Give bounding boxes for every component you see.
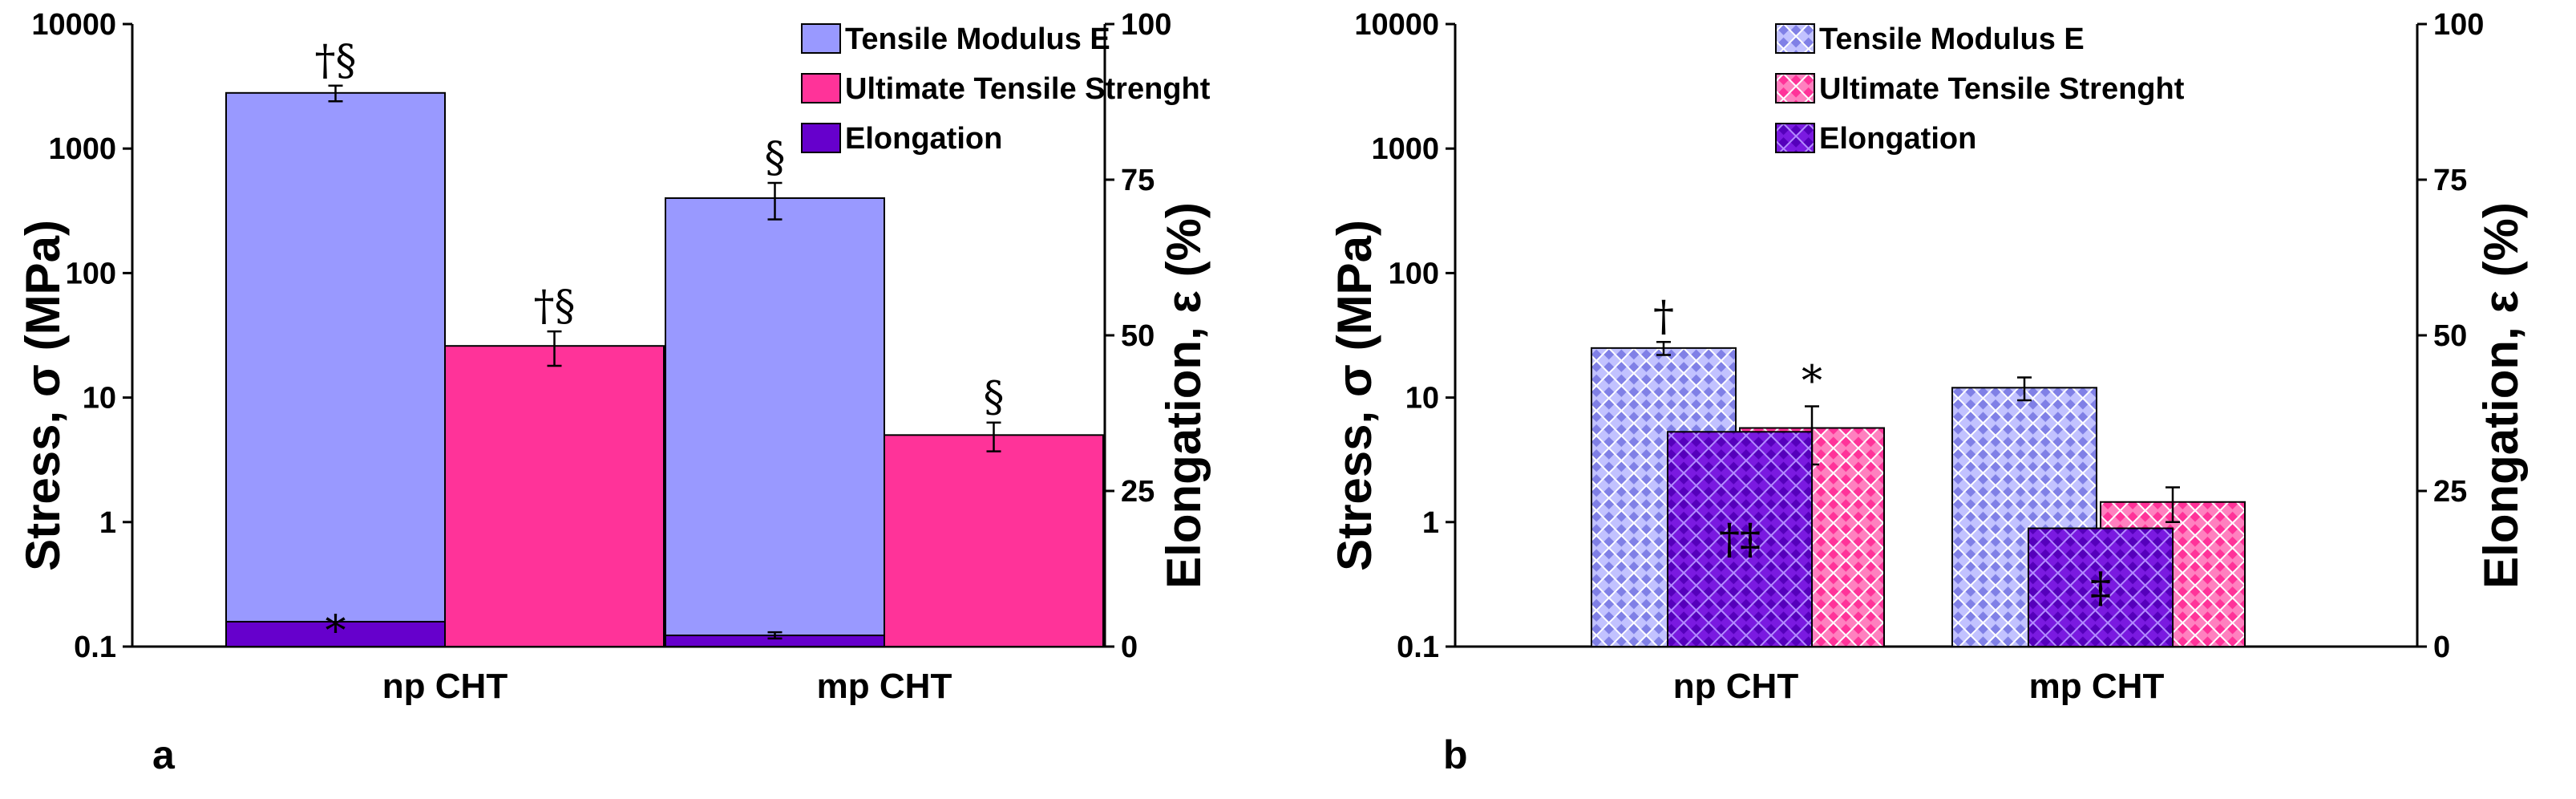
y-tick-label-right: 50	[1121, 319, 1155, 353]
legend-label: Tensile Modulus E	[845, 22, 1110, 56]
panel-letter: b	[1443, 732, 1468, 777]
legend-swatch	[801, 73, 841, 103]
bar-elongation-0	[1667, 431, 1813, 648]
bar-tensile-modulus-e-1	[665, 197, 885, 648]
legend-label: Ultimate Tensile Strenght	[1819, 72, 2185, 106]
y-tick-label-left: 100	[1389, 257, 1439, 290]
plot-area: 0.1 1 10 100 1000 10000 0 25 50 75 100 † * †‡ np CHT ‡ m…	[1354, 8, 2484, 706]
y-tick-label-right: 100	[1121, 8, 1171, 42]
y-tick-label-left: 0.1	[74, 631, 116, 664]
y-axis-title-right: Elongation, ε (%)	[1157, 202, 1211, 589]
legend-label: Elongation	[1819, 122, 1976, 156]
bar-ultimate-tensile-strenght-0	[444, 345, 665, 647]
y-tick-label-left: 1000	[48, 132, 116, 166]
significance-mark: †§	[534, 282, 576, 331]
y-tick-label-left: 10	[83, 382, 116, 416]
y-tick-label-right: 0	[2433, 631, 2450, 664]
x-tick-label: mp CHT	[817, 667, 952, 706]
y-tick-label-right: 0	[1121, 631, 1138, 664]
panel-letter: a	[152, 732, 176, 777]
y-tick-label-right: 75	[1121, 164, 1155, 197]
y-axis-title-right: Elongation, ε (%)	[2474, 202, 2528, 589]
y-tick-label-left: 1	[1422, 506, 1439, 540]
significance-mark: *	[1802, 358, 1822, 406]
y-tick-label-left: 1	[99, 506, 116, 540]
y-axis-title-left: Stress, σ (MPa)	[16, 220, 70, 571]
significance-mark: †	[1653, 293, 1674, 341]
significance-mark: †§	[315, 37, 357, 85]
y-tick-label-left: 10000	[1354, 8, 1439, 42]
y-tick-label-right: 25	[1121, 475, 1155, 509]
significance-mark: *	[326, 607, 346, 655]
plot-area: 0.1 1 10 100 1000 10000 0 25 50 75 100 †§ †§ * np CHT §…	[31, 8, 1171, 706]
y-tick-label-left: 0.1	[1397, 631, 1439, 664]
x-tick-label: np CHT	[382, 667, 508, 706]
legend-label: Elongation	[845, 122, 1002, 156]
bar-ultimate-tensile-strenght-1	[884, 434, 1104, 648]
y-tick-label-right: 50	[2433, 319, 2467, 353]
significance-mark: ‡	[2090, 564, 2111, 612]
y-tick-label-left: 10000	[31, 8, 116, 42]
y-axis-title-left: Stress, σ (MPa)	[1328, 220, 1381, 571]
significance-mark: §	[984, 374, 1005, 422]
legend-swatch	[1775, 23, 1815, 54]
bar-tensile-modulus-e-0	[225, 91, 446, 647]
y-tick-label-left: 10	[1405, 382, 1439, 416]
legend: Tensile Modulus E Ultimate Tensile Streng…	[801, 22, 1211, 156]
x-tick-label: np CHT	[1673, 667, 1799, 706]
y-tick-label-left: 100	[66, 257, 116, 290]
significance-mark: §	[765, 134, 786, 182]
bar-elongation-0	[225, 620, 446, 648]
y-tick-label-left: 1000	[1371, 132, 1439, 166]
legend-swatch	[801, 23, 841, 54]
panel-a: Stress, σ (MPa) Elongation, ε (%) a 0.1 1…	[16, 8, 1211, 777]
panel-b: Stress, σ (MPa) Elongation, ε (%) b 0.1 1…	[1328, 8, 2528, 777]
y-tick-label-right: 75	[2433, 164, 2467, 197]
legend-swatch	[1775, 73, 1815, 103]
legend-label: Ultimate Tensile Strenght	[845, 72, 1211, 106]
significance-mark: †‡	[1719, 516, 1761, 564]
legend-swatch	[801, 123, 841, 153]
legend: Tensile Modulus E Ultimate Tensile Streng…	[1775, 22, 2185, 156]
legend-swatch	[1775, 123, 1815, 153]
bar-elongation-1	[2028, 527, 2174, 647]
y-tick-label-right: 100	[2433, 8, 2484, 42]
x-tick-label: mp CHT	[2029, 667, 2165, 706]
y-tick-label-right: 25	[2433, 475, 2467, 509]
legend-label: Tensile Modulus E	[1819, 22, 2085, 56]
